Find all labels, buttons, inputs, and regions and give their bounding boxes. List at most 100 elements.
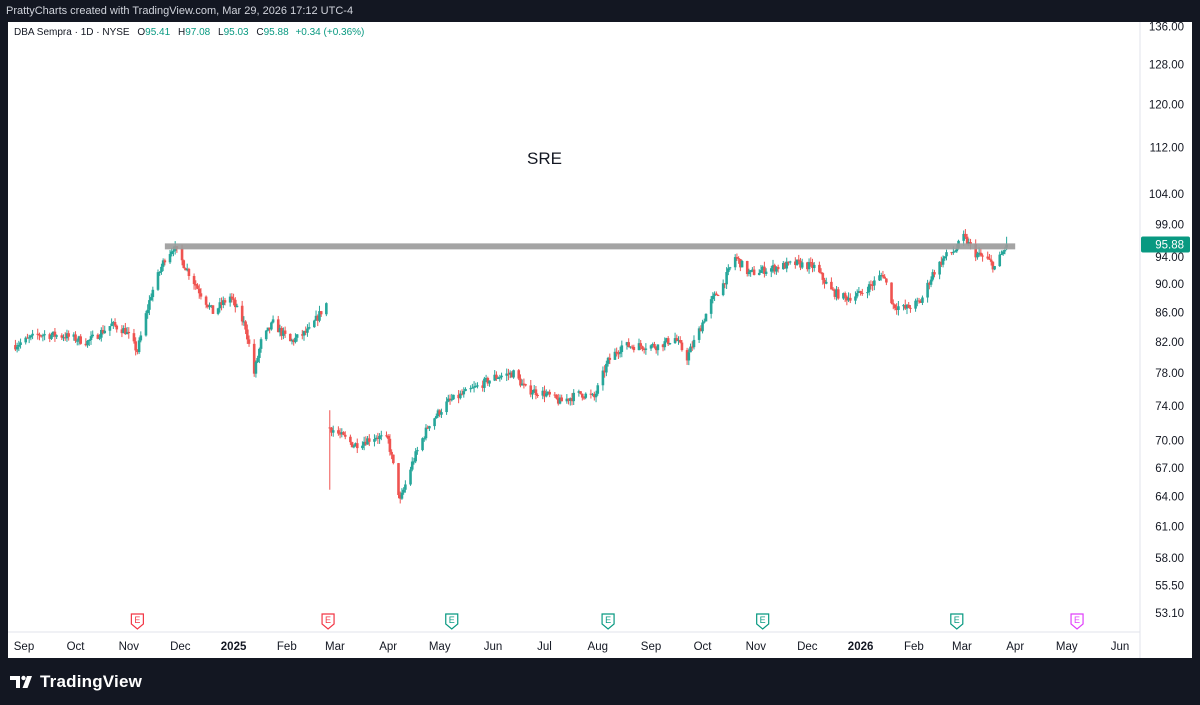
candle-body: [919, 300, 923, 303]
candle-body: [687, 352, 691, 361]
candle-body: [797, 259, 801, 261]
earnings-marker-shape: [1070, 613, 1084, 630]
candle-body: [558, 397, 562, 404]
earnings-marker[interactable]: E: [445, 613, 459, 630]
candle-body: [950, 252, 953, 254]
candle-body: [139, 335, 143, 341]
candle-body: [723, 283, 727, 285]
candle-body: [692, 339, 696, 348]
candle-body: [582, 397, 586, 399]
candle-body: [617, 353, 620, 355]
candle-body: [486, 378, 490, 384]
candle-body: [481, 385, 484, 388]
earnings-marker[interactable]: E: [756, 613, 770, 630]
candle-body: [31, 333, 34, 336]
candle-body: [388, 438, 392, 452]
candle-body: [48, 334, 52, 339]
candle-body: [122, 328, 125, 334]
candle-body: [917, 300, 921, 302]
candle-body: [771, 265, 775, 269]
candle-body: [556, 398, 560, 404]
candle-body: [469, 388, 472, 390]
earnings-marker[interactable]: E: [130, 613, 144, 630]
candle-body: [433, 418, 436, 427]
candle-body: [283, 330, 287, 334]
candle-body: [87, 339, 91, 341]
candle-body: [783, 262, 787, 269]
candle-body: [879, 275, 883, 277]
candle-body: [352, 446, 356, 448]
earnings-marker[interactable]: E: [601, 613, 615, 630]
candle-body: [168, 254, 172, 263]
candle-body: [300, 334, 304, 336]
earnings-marker[interactable]: E: [1070, 613, 1084, 630]
time-tick-label: Mar: [325, 641, 345, 653]
time-tick-label: Oct: [694, 641, 713, 653]
candle-body: [965, 236, 969, 245]
candle-body: [831, 289, 835, 291]
candle-body: [891, 303, 895, 305]
candle-body: [890, 282, 893, 304]
candle-body: [962, 233, 965, 241]
candle-body: [769, 268, 773, 272]
chart-panel[interactable]: 136.00 128.00 120.00 112.00 104.00 99.00 94.00…: [8, 22, 1192, 658]
high-label: H: [177, 27, 186, 38]
candle-body: [103, 330, 107, 334]
candle-body: [452, 394, 455, 400]
candle-body: [158, 271, 162, 273]
candle-body: [373, 439, 376, 442]
candle-body: [244, 321, 247, 330]
candle-body: [940, 261, 943, 265]
candle-body: [752, 269, 756, 275]
candle-body: [713, 293, 716, 296]
candle-body: [1000, 254, 1003, 256]
candle-body: [146, 309, 149, 314]
candle-body: [601, 370, 605, 386]
candle-body: [316, 315, 320, 321]
earnings-marker-label: E: [760, 615, 766, 625]
candle-body: [385, 435, 388, 437]
price-tick-label: 70.00: [1155, 436, 1184, 448]
tradingview-brand[interactable]: TradingView: [10, 672, 142, 692]
candle-body: [654, 347, 658, 351]
earnings-marker-label: E: [449, 615, 455, 625]
candle-body: [208, 305, 211, 308]
candle-body: [228, 296, 232, 303]
candle-body: [788, 261, 792, 263]
candle-body: [483, 378, 486, 388]
candle-body: [367, 438, 371, 442]
candle-body: [589, 393, 593, 395]
candle-body: [27, 337, 31, 339]
candle-body: [979, 252, 983, 256]
candle-body: [185, 268, 189, 271]
candle-body: [424, 427, 428, 439]
candle-body: [699, 328, 703, 332]
candle-body: [579, 391, 582, 394]
candle-body: [41, 335, 45, 337]
candle-body: [108, 326, 112, 331]
price-chart[interactable]: 136.00 128.00 120.00 112.00 104.00 99.00 94.00…: [8, 22, 1192, 658]
candle-body: [459, 393, 462, 399]
candle-body: [794, 261, 797, 266]
candle-body: [400, 492, 404, 499]
candle-body: [893, 304, 897, 309]
candle-body: [953, 251, 957, 253]
earnings-marker[interactable]: E: [950, 613, 964, 630]
candle-body: [764, 271, 768, 274]
candle-body: [737, 258, 740, 260]
candle-body: [833, 289, 837, 297]
candle-body: [438, 410, 442, 415]
candle-body: [866, 292, 869, 294]
candle-body: [560, 397, 563, 402]
candle-body: [727, 268, 730, 273]
earnings-marker[interactable]: E: [321, 613, 335, 630]
candle-body: [148, 300, 151, 310]
close-value: 95.88: [263, 27, 289, 38]
candle-body: [661, 344, 665, 348]
candle-body: [194, 284, 198, 286]
candle-body: [447, 398, 450, 402]
candle-body: [553, 394, 557, 396]
tradingview-logo-icon: [10, 675, 32, 688]
candle-body: [835, 289, 838, 297]
candle-body: [67, 333, 70, 337]
